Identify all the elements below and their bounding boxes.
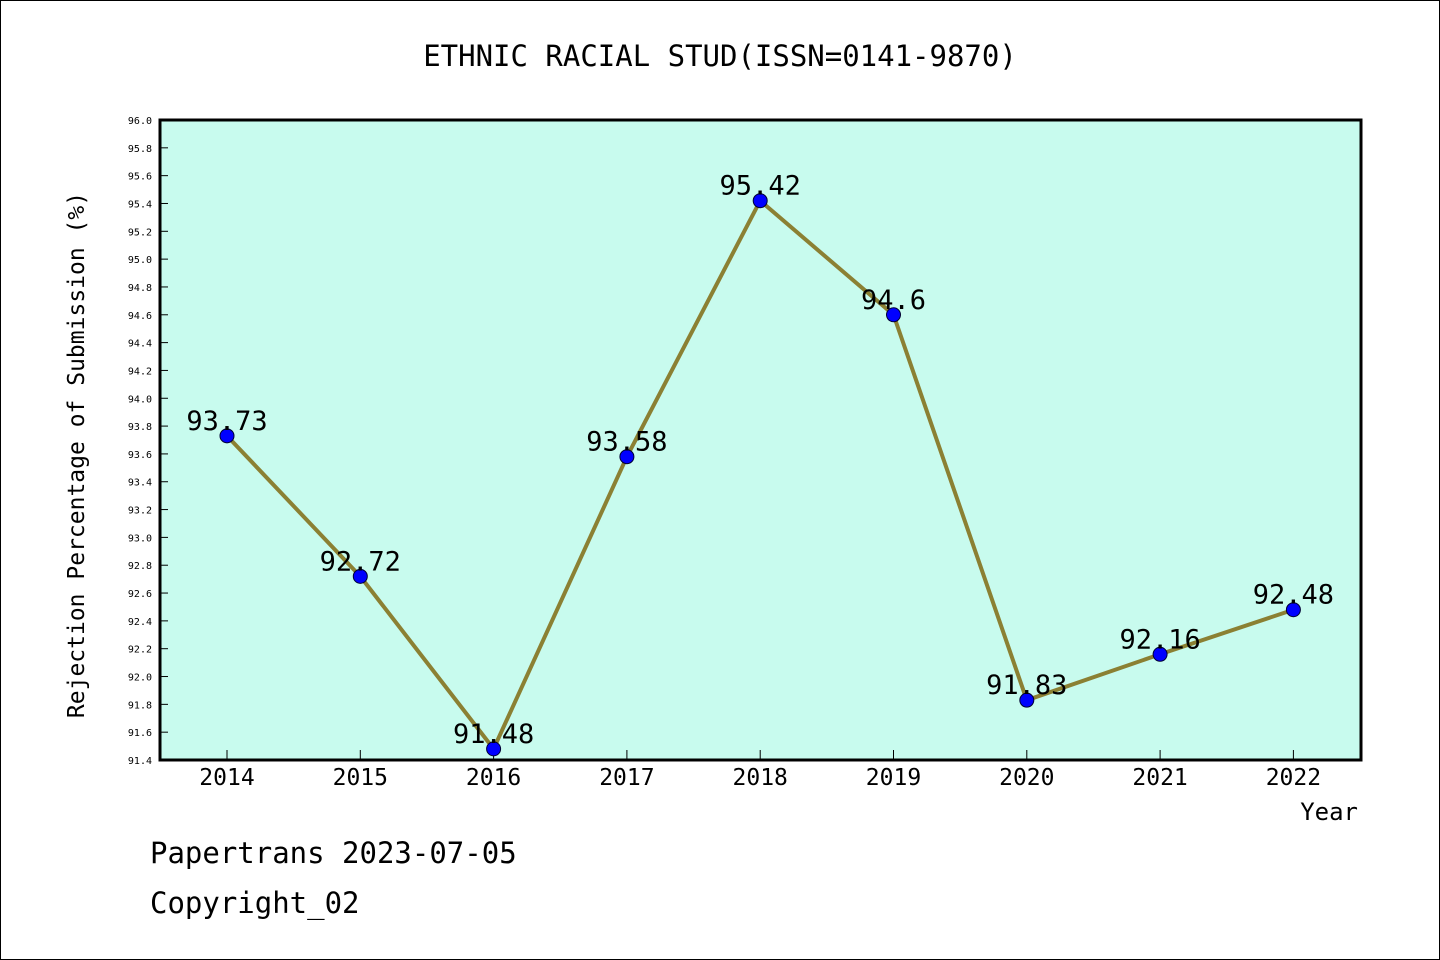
data-label: 91.83 [986,670,1067,701]
x-tick-label: 2020 [999,765,1054,791]
x-tick-label: 2021 [1132,765,1187,791]
x-tick-label: 2018 [733,765,788,791]
y-tick-label: 93.0 [128,533,152,544]
data-point [1285,602,1301,618]
x-axis: 2014 2015 2016 2017 2018 2019 2020 2021 2022 [199,750,1321,791]
y-tick-label: 93.4 [128,478,152,489]
x-tick-label: 2015 [333,765,388,791]
y-tick-label: 96.0 [128,116,152,127]
y-tick-label: 95.2 [128,227,152,238]
y-tick-label: 95.6 [128,172,152,183]
x-axis-title: Year [1300,798,1358,826]
data-point [619,449,635,465]
data-label: 94.6 [861,285,926,316]
x-tick-label: 2019 [866,765,921,791]
data-label: 92.48 [1253,580,1334,611]
data-point [752,193,768,209]
data-label: 92.16 [1119,624,1200,655]
y-tick-label: 92.2 [128,645,152,656]
y-tick-label: 92.0 [128,673,152,684]
data-point [352,568,368,584]
data-point [1019,692,1035,708]
data-point [486,741,502,757]
y-tick-label: 94.4 [128,339,152,350]
data-label: 95.42 [720,171,801,202]
y-tick-label: 94.6 [128,311,152,322]
y-tick-label: 94.2 [128,366,152,377]
data-label: 93.73 [186,406,267,437]
y-tick-label: 95.8 [128,144,152,155]
y-axis-title: Rejection Percentage of Submission (%) [64,192,90,718]
data-point [1152,646,1168,662]
y-tick-label: 92.8 [128,561,152,572]
data-point [886,307,901,323]
data-label: 91.48 [453,719,534,750]
y-tick-label: 93.8 [128,422,152,433]
y-tick-label: 94.0 [128,394,152,405]
y-tick-label: 92.4 [128,617,152,628]
plot-area [158,118,1363,762]
footer-copyright-text: Copyright_02 [150,886,360,920]
x-tick-label: 2017 [599,765,654,791]
data-label: 92.72 [320,546,401,577]
x-tick-label: 2016 [466,765,521,791]
chart-title: ETHNIC RACIAL STUD(ISSN=0141-9870) [423,39,1017,73]
y-tick-label: 95.4 [128,199,152,210]
x-tick-label: 2014 [199,765,254,791]
y-tick-label: 91.6 [128,728,152,739]
y-axis: 91.4 91.6 91.8 92.0 92.2 92.4 92.6 92.8 93.0 93.2… [128,116,168,767]
y-tick-label: 92.6 [128,589,152,600]
x-tick-label: 2022 [1266,765,1321,791]
data-label: 93.58 [586,427,667,458]
data-point [219,428,235,444]
footer-date-text: Papertrans 2023-07-05 [150,836,517,870]
y-tick-label: 93.6 [128,450,152,461]
series-layer: 93.73 92.72 91.48 93.58 95.42 94.6 91.83 92.16 9… [186,171,1334,757]
y-tick-label: 93.2 [128,506,152,517]
y-tick-label: 94.8 [128,283,152,294]
y-tick-label: 91.8 [128,700,152,711]
y-tick-label: 91.4 [128,756,152,767]
y-tick-label: 95.0 [128,255,152,266]
